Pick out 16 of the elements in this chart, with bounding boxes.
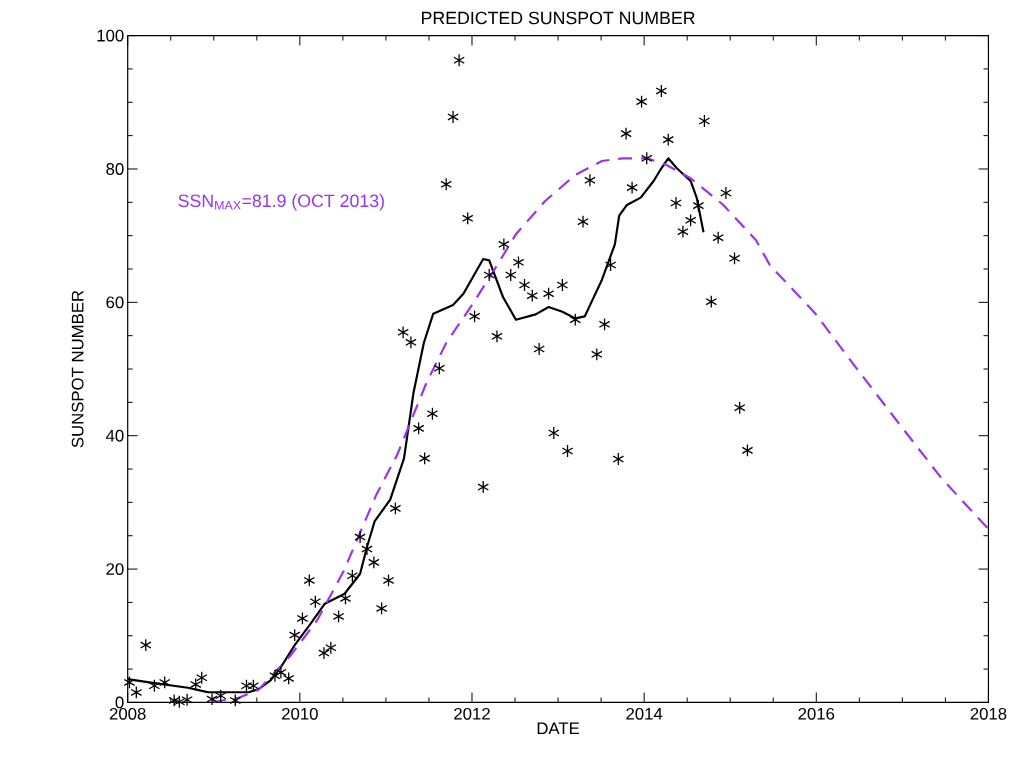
x-tick-label: 2016 [798,707,835,720]
y-tick-label: 0 [115,696,124,709]
y-axis-title: SUNSPOT NUMBER [71,290,84,448]
y-tick-label: 20 [106,563,124,576]
x-tick-label: 2008 [109,707,146,720]
annotation: SSN$_{MAX}$=81.9 (OCT 2013) [178,194,384,211]
y-tick-label: 100 [97,29,124,42]
x-axis-title: DATE [537,722,580,735]
x-tick-label: 2018 [970,707,1007,720]
x-tick-label: 2010 [282,707,318,720]
x-tick-label: 2014 [626,707,663,720]
chart-title: PREDICTED SUNSPOT NUMBER [422,11,695,25]
y-tick-label: 60 [106,296,124,309]
y-tick-label: 80 [106,163,124,175]
x-tick-label: 2012 [454,707,490,720]
y-tick-label: 40 [105,429,124,442]
